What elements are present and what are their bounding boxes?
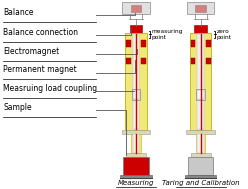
Bar: [185, 175, 216, 178]
Bar: [122, 130, 150, 133]
Bar: [133, 90, 139, 99]
Bar: [191, 58, 195, 64]
Text: Sample: Sample: [3, 103, 32, 112]
Bar: [133, 133, 139, 153]
Text: Balance connection: Balance connection: [3, 28, 78, 37]
Text: Permanent magnet: Permanent magnet: [3, 65, 77, 74]
Bar: [187, 2, 215, 14]
Text: zero
point: zero point: [216, 29, 231, 40]
Bar: [132, 89, 140, 100]
Text: Balance: Balance: [3, 8, 33, 17]
Bar: [194, 26, 207, 33]
Bar: [196, 133, 205, 153]
Bar: [122, 2, 150, 14]
Bar: [130, 26, 142, 33]
Bar: [196, 89, 205, 100]
Bar: [190, 153, 211, 157]
Bar: [124, 157, 149, 175]
Bar: [141, 40, 146, 47]
Bar: [197, 90, 204, 99]
Text: Measruing load coupling: Measruing load coupling: [3, 84, 97, 93]
Bar: [188, 157, 213, 175]
Bar: [141, 58, 146, 64]
Bar: [125, 33, 147, 130]
Text: measuring
point: measuring point: [152, 29, 183, 40]
Bar: [197, 133, 204, 153]
Bar: [126, 153, 146, 157]
Bar: [133, 33, 139, 129]
Bar: [191, 40, 195, 47]
Text: Electromagnet: Electromagnet: [3, 47, 59, 56]
Text: Measuring: Measuring: [118, 180, 154, 186]
Bar: [126, 40, 131, 47]
Bar: [131, 5, 141, 12]
Text: Taring and Calibration: Taring and Calibration: [162, 180, 240, 186]
Bar: [121, 175, 152, 178]
Bar: [186, 130, 215, 133]
Bar: [131, 133, 141, 153]
Bar: [197, 33, 204, 129]
Bar: [190, 33, 212, 130]
Bar: [195, 5, 206, 12]
Bar: [206, 40, 211, 47]
Bar: [206, 58, 211, 64]
Bar: [126, 58, 131, 64]
